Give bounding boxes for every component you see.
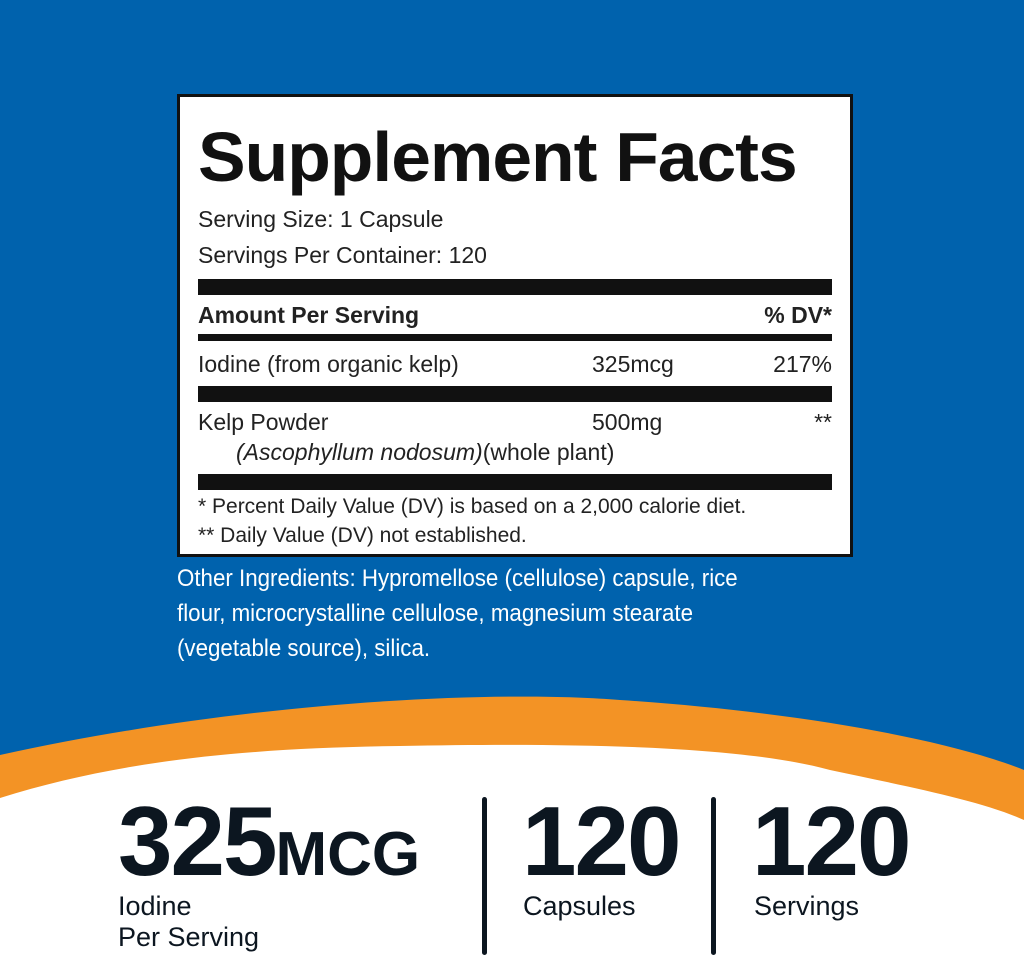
botanical-name: (Ascophyllum nodosum) <box>236 439 483 465</box>
footnote: ** Daily Value (DV) not established. <box>198 524 527 547</box>
stat-label: Iodine <box>118 891 192 921</box>
stat-iodine-value: 325MCG <box>118 792 420 890</box>
separator <box>711 797 716 955</box>
facts-row: Kelp Powder 500mg ** <box>198 405 832 439</box>
dv-header: % DV* <box>764 302 832 328</box>
divider <box>198 334 832 341</box>
divider-thick <box>198 386 832 402</box>
ingredient-amount: 325mcg <box>592 351 674 377</box>
stat-label: Capsules <box>523 891 636 921</box>
ingredient-amount: 500mg <box>592 409 663 435</box>
stat-unit: MCG <box>275 820 421 889</box>
stat-capsules-value: 120 <box>522 786 682 896</box>
facts-title: Supplement Facts <box>198 118 798 196</box>
separator <box>482 797 487 955</box>
serving-size: Serving Size: 1 Capsule <box>198 206 444 232</box>
footnote: * Percent Daily Value (DV) is based on a… <box>198 495 747 518</box>
stat-value: 325 <box>118 786 278 896</box>
facts-row: Iodine (from organic kelp) 325mcg 217% <box>198 347 832 381</box>
ingredient-name: Kelp Powder <box>198 409 329 435</box>
ingredient-name: Iodine (from organic kelp) <box>198 351 459 377</box>
facts-header-row: Amount Per Serving % DV* <box>198 298 832 332</box>
amount-header: Amount Per Serving <box>198 302 420 328</box>
divider-thick <box>198 279 832 295</box>
servings-per-container: Servings Per Container: 120 <box>198 242 487 268</box>
ingredient-dv: ** <box>814 409 832 435</box>
ingredient-source: (Ascophyllum nodosum) (whole plant) <box>198 435 832 469</box>
divider-thick <box>198 474 832 490</box>
plant-part: (whole plant) <box>482 439 615 465</box>
other-ingredients: Other Ingredients: Hypromellose (cellulo… <box>177 565 738 662</box>
stat-label: Servings <box>754 891 860 921</box>
stat-label: Per Serving <box>118 922 260 952</box>
ingredient-dv: 217% <box>773 351 832 377</box>
stat-servings-value: 120 <box>752 786 912 896</box>
supplement-facts-panel: Supplement Facts Serving Size: 1 Capsule… <box>177 94 853 557</box>
